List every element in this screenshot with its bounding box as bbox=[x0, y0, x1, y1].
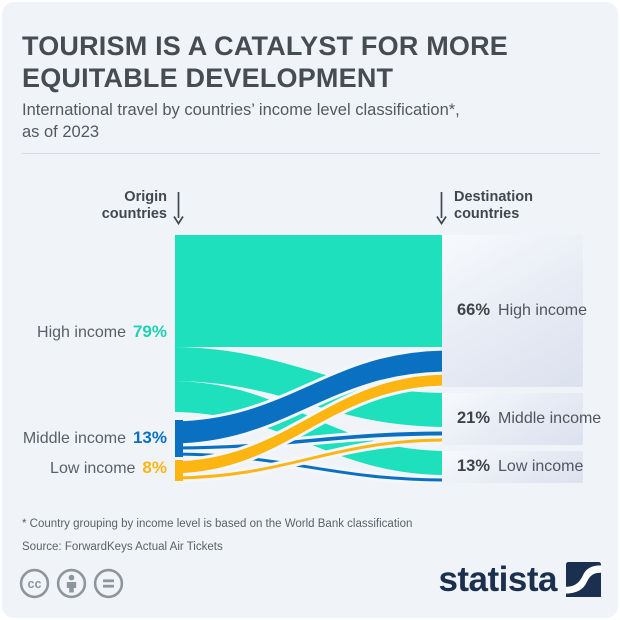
header-divider bbox=[22, 153, 600, 154]
origin-header-line1: Origin bbox=[124, 189, 167, 205]
down-arrow-icon bbox=[173, 192, 184, 225]
statista-wordmark: statista bbox=[438, 559, 557, 599]
origin-value: 13% bbox=[132, 428, 167, 447]
origin-label-low-income: Low income 8% bbox=[2, 458, 167, 478]
origin-label-text: High income bbox=[37, 324, 126, 341]
origin-label-text: Low income bbox=[50, 460, 136, 477]
flow-high-to-high bbox=[175, 235, 442, 347]
origin-node-middle-income bbox=[175, 420, 183, 457]
source-line: Source: ForwardKeys Actual Air Tickets bbox=[22, 541, 223, 553]
origin-label-high-income: High income 79% bbox=[2, 322, 167, 342]
sankey-flow-area bbox=[175, 235, 442, 483]
origin-node-low-income bbox=[175, 460, 183, 481]
destination-node-middle-income bbox=[442, 393, 583, 445]
destination-label-middle-income: 21% Middle income bbox=[457, 409, 601, 428]
destination-value: 13% bbox=[457, 457, 491, 475]
destination-label-high-income: 66% High income bbox=[457, 301, 587, 320]
origin-value: 79% bbox=[132, 322, 167, 341]
destination-label-low-income: 13% Low income bbox=[457, 457, 583, 476]
title-line-1: TOURISM IS A CATALYST FOR MORE bbox=[22, 31, 509, 61]
destination-label-text: Low income bbox=[498, 458, 584, 475]
page-subtitle: International travel by countries’ incom… bbox=[22, 99, 582, 143]
footnote: * Country grouping by income level is ba… bbox=[22, 518, 413, 530]
destination-node-high-income bbox=[442, 235, 583, 387]
destination-value: 66% bbox=[457, 301, 491, 319]
origin-label-text: Middle income bbox=[22, 430, 126, 447]
title-line-2: EQUITABLE DEVELOPMENT bbox=[22, 63, 394, 93]
cc-by-person-icon bbox=[56, 568, 87, 599]
destination-value: 21% bbox=[457, 409, 491, 427]
origin-label-middle-income: Middle income 13% bbox=[2, 428, 167, 448]
destination-node-low-income bbox=[442, 451, 583, 483]
down-arrow-icon bbox=[436, 192, 447, 225]
destination-column-header: Destination countries bbox=[454, 189, 594, 223]
destination-header-line1: Destination bbox=[454, 189, 533, 205]
svg-text:cc: cc bbox=[28, 577, 42, 591]
origin-column-header: Origin countries bbox=[22, 189, 167, 223]
sankey-svg bbox=[175, 235, 442, 483]
cc-license-icon: cc bbox=[19, 568, 50, 599]
subtitle-line-1: International travel by countries’ incom… bbox=[22, 101, 460, 119]
destination-header-line2: countries bbox=[454, 206, 520, 222]
creative-commons-icons: cc bbox=[19, 568, 124, 599]
origin-value: 8% bbox=[142, 458, 167, 477]
cc-nd-equals-icon bbox=[93, 568, 124, 599]
subtitle-line-2: as of 2023 bbox=[22, 123, 100, 141]
statista-brand: statista bbox=[438, 562, 601, 597]
destination-label-text: High income bbox=[498, 302, 587, 319]
origin-header-line2: countries bbox=[101, 206, 167, 222]
flow-middle-to-high bbox=[175, 347, 442, 447]
flow-low-to-high bbox=[175, 371, 442, 477]
flow-low-to-middle bbox=[175, 435, 442, 483]
statista-logo-icon bbox=[566, 562, 601, 597]
destination-label-text: Middle income bbox=[498, 410, 602, 427]
page-title: TOURISM IS A CATALYST FOR MORE EQUITABLE… bbox=[22, 30, 582, 94]
